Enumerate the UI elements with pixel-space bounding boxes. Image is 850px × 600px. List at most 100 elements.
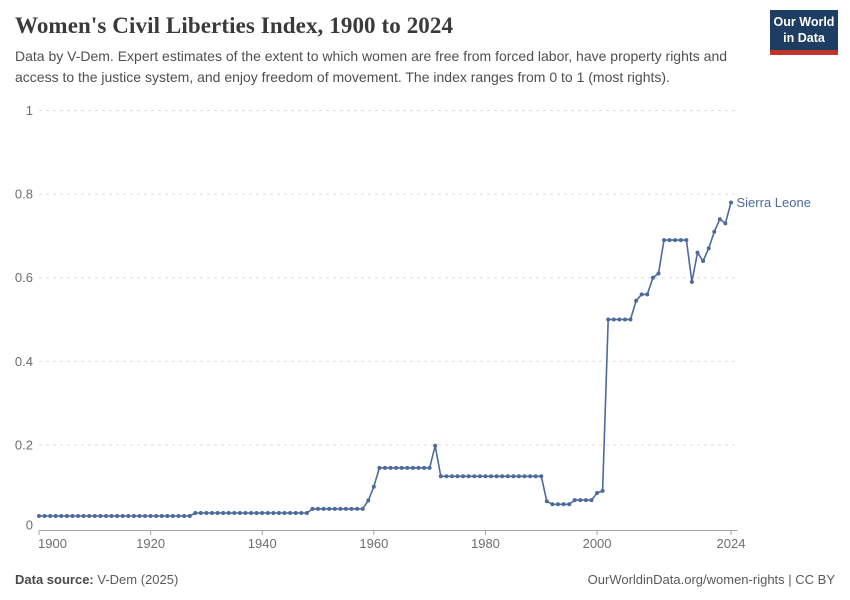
data-point xyxy=(729,200,733,205)
y-axis-label: 0.8 xyxy=(15,187,33,202)
data-point xyxy=(673,238,678,243)
data-point xyxy=(556,502,560,507)
data-point xyxy=(617,317,622,322)
data-point xyxy=(371,484,376,489)
data-point xyxy=(438,474,443,479)
footer-separator: | xyxy=(784,572,796,587)
data-point xyxy=(154,514,159,518)
data-point xyxy=(528,474,533,479)
chart-canvas[interactable]: 0 0.2 0.4 0.6 0.8 1 1900 1920 1940 1960 1980 2000 20… xyxy=(0,95,850,570)
data-point xyxy=(76,514,81,518)
data-point xyxy=(327,506,332,511)
data-point xyxy=(343,506,348,511)
owid-logo-line2: in Data xyxy=(783,30,825,45)
data-point xyxy=(148,514,153,518)
data-point xyxy=(678,238,683,243)
data-point xyxy=(650,275,655,280)
data-point xyxy=(92,514,97,518)
data-point xyxy=(539,474,544,479)
data-point xyxy=(98,514,103,518)
data-point xyxy=(600,488,605,493)
data-point xyxy=(550,502,555,507)
data-source-value: V-Dem (2025) xyxy=(93,572,179,587)
y-axis-label: 0 xyxy=(26,518,33,533)
data-point xyxy=(416,465,421,470)
data-point xyxy=(723,221,728,226)
owid-logo-red-bar xyxy=(770,50,838,56)
data-point xyxy=(383,465,387,470)
data-point xyxy=(221,511,226,515)
y-axis-label: 0.4 xyxy=(15,354,33,369)
line-chart[interactable]: 0 0.2 0.4 0.6 0.8 1 1900 1920 1940 1960 1980 2000 20… xyxy=(0,95,850,570)
x-axis-label: 1920 xyxy=(136,536,165,551)
data-point xyxy=(567,502,572,507)
data-point xyxy=(170,514,175,518)
data-point xyxy=(215,511,220,515)
data-point xyxy=(712,229,717,234)
data-point xyxy=(455,474,460,479)
data-point xyxy=(662,238,666,243)
data-point xyxy=(304,511,309,515)
data-point xyxy=(366,498,371,503)
data-point xyxy=(444,474,449,479)
data-point xyxy=(472,474,477,479)
data-point xyxy=(645,292,650,297)
data-point xyxy=(544,499,549,504)
footer-citation: OurWorldinData.org/women-rights | CC BY xyxy=(588,572,835,587)
data-point xyxy=(355,506,360,511)
data-point xyxy=(120,514,125,518)
data-point xyxy=(606,317,611,322)
data-point xyxy=(316,506,320,511)
y-axis-label: 1 xyxy=(26,103,33,118)
footer-link[interactable]: OurWorldinData.org/women-rights xyxy=(587,572,785,587)
data-point xyxy=(64,514,69,518)
data-point xyxy=(433,443,438,448)
data-point xyxy=(706,246,711,251)
data-point xyxy=(126,514,131,518)
data-point xyxy=(182,514,187,518)
data-point xyxy=(410,465,415,470)
data-point xyxy=(701,259,706,263)
data-point xyxy=(611,317,616,322)
data-point xyxy=(516,474,521,479)
data-point xyxy=(277,511,281,515)
y-axis-label: 0.2 xyxy=(15,437,33,452)
data-point xyxy=(689,279,694,284)
data-point xyxy=(461,474,466,479)
data-point xyxy=(684,238,689,243)
data-point xyxy=(204,511,209,515)
data-point xyxy=(321,506,326,511)
data-point xyxy=(589,498,594,503)
data-point xyxy=(511,474,516,479)
data-point xyxy=(634,298,639,303)
chart-header: Women's Civil Liberties Index, 1900 to 2… xyxy=(15,13,755,88)
data-point xyxy=(249,511,254,515)
x-axis-label: 1980 xyxy=(471,536,500,551)
data-point xyxy=(271,511,276,515)
data-point xyxy=(489,474,493,479)
data-point xyxy=(288,511,293,515)
chart-title: Women's Civil Liberties Index, 1900 to 2… xyxy=(15,13,454,38)
data-point xyxy=(583,498,588,503)
data-point xyxy=(143,514,147,518)
data-point xyxy=(717,217,722,222)
data-point xyxy=(137,514,142,518)
data-point xyxy=(500,474,505,479)
owid-logo[interactable]: Our World in Data xyxy=(770,10,838,56)
data-point xyxy=(165,514,170,518)
data-point xyxy=(193,511,198,515)
data-point xyxy=(53,514,58,518)
data-point xyxy=(115,514,120,518)
data-point xyxy=(388,465,393,470)
data-point xyxy=(578,498,583,503)
data-point xyxy=(427,465,432,470)
data-point xyxy=(667,238,672,243)
data-point xyxy=(349,506,354,511)
series-label-sierra-leone: Sierra Leone xyxy=(737,195,811,210)
data-point xyxy=(377,465,382,470)
data-point xyxy=(595,491,600,495)
data-point xyxy=(226,511,231,515)
data-point xyxy=(42,514,47,518)
data-point xyxy=(360,506,365,511)
data-point xyxy=(561,502,566,507)
